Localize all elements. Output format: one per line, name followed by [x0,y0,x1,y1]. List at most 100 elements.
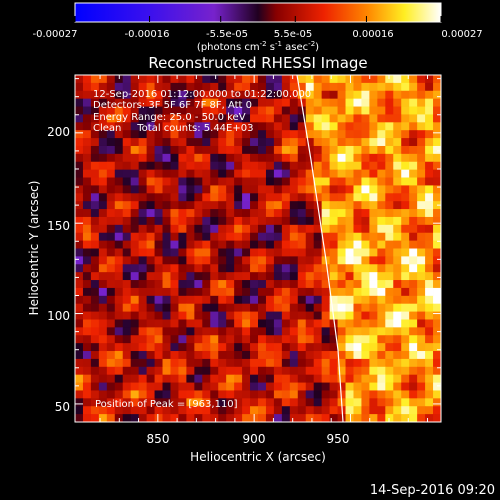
heatmap-cell [377,343,386,352]
heatmap-cell [250,138,259,147]
heatmap-cell [82,374,92,383]
heatmap-cell [321,280,331,289]
heatmap-cell [75,351,84,360]
heatmap-cell [313,398,323,407]
heatmap-cell [289,240,299,249]
heatmap-cell [194,280,203,289]
heatmap-cell [75,335,84,344]
heatmap-cell [138,272,148,281]
heatmap-cell [258,303,267,312]
heatmap-cell [361,161,370,171]
heatmap-cell [226,138,235,147]
heatmap-cell [289,185,299,194]
heatmap-cell [313,169,323,178]
heatmap-cell [369,287,378,297]
heatmap-cell [178,114,187,123]
heatmap-cell [234,75,243,84]
heatmap-cell [250,98,259,107]
heatmap-cell [321,82,331,92]
heatmap-cell [329,374,338,383]
heatmap-cell [162,406,171,415]
heatmap-cell [82,382,92,391]
heatmap-cell [82,75,92,84]
heatmap-cell [321,390,331,399]
heatmap-cell [234,358,243,368]
heatmap-cell [273,130,283,139]
heatmap-cell [162,122,171,131]
heatmap-cell [122,272,132,281]
heatmap-cell [186,216,195,226]
heatmap-cell [321,287,331,297]
heatmap-cell [218,98,227,107]
heatmap-cell [178,374,187,383]
heatmap-cell [409,398,418,407]
heatmap-cell [170,98,179,107]
heatmap-cell [146,287,155,297]
heatmap-cell [425,272,434,281]
heatmap-cell [409,209,418,218]
heatmap-cell [194,114,203,123]
heatmap-cell [369,193,378,202]
heatmap-cell [329,82,338,92]
heatmap-cell [234,264,243,273]
heatmap-cell [345,280,354,289]
heatmap-cell [75,193,84,202]
heatmap-cell [130,264,140,273]
heatmap-cell [401,256,410,265]
heatmap-cell [202,122,211,131]
heatmap-cell [106,382,116,391]
heatmap-cell [258,406,267,415]
heatmap-cell [409,287,418,297]
heatmap-cell [170,256,179,265]
heatmap-cell [265,177,275,186]
heatmap-cell [345,75,354,84]
colorbar-tick-label: -0.00016 [125,29,170,40]
heatmap-cell [122,390,132,399]
heatmap-cell [98,358,108,368]
heatmap-cell [409,106,418,115]
heatmap-cell [265,303,275,312]
heatmap-cell [122,153,132,163]
heatmap-cell [289,351,299,360]
heatmap-cell [202,169,211,178]
heatmap-cell [130,145,140,155]
heatmap-cell [385,177,394,186]
heatmap-cell [162,145,171,155]
heatmap-cell [178,256,187,265]
heatmap-cell [90,272,100,281]
heatmap-cell [226,106,235,115]
heatmap-cell [106,343,116,352]
heatmap-cell [210,130,219,139]
heatmap-cell [154,406,163,415]
heatmap-cell [130,153,140,163]
heatmap-cell [377,311,386,320]
heatmap-cell [194,406,203,415]
heatmap-cell [250,287,259,297]
heatmap-cell [250,122,259,131]
heatmap-cell [202,351,211,360]
heatmap-cell [425,106,434,115]
heatmap-cell [202,177,211,186]
heatmap-cell [321,414,331,422]
heatmap-cell [289,327,299,336]
heatmap-cell [114,390,124,399]
heatmap-cell [154,201,163,210]
heatmap-cell [417,161,426,171]
heatmap-cell [138,185,148,194]
heatmap-cell [226,295,235,305]
heatmap-cell [250,185,259,194]
heatmap-cell [186,145,195,155]
heatmap-cell [297,303,307,312]
heatmap-cell [321,122,331,131]
heatmap-cell [154,303,163,312]
heatmap-cell [202,185,211,194]
heatmap-cell [265,106,275,115]
heatmap-cell [154,358,163,368]
heatmap-cell [433,114,441,123]
heatmap-cell [202,343,211,352]
heatmap-cell [242,98,251,107]
heatmap-cell [258,201,267,210]
heatmap-cell [337,303,346,312]
heatmap-cell [146,303,155,312]
heatmap-cell [122,398,132,407]
